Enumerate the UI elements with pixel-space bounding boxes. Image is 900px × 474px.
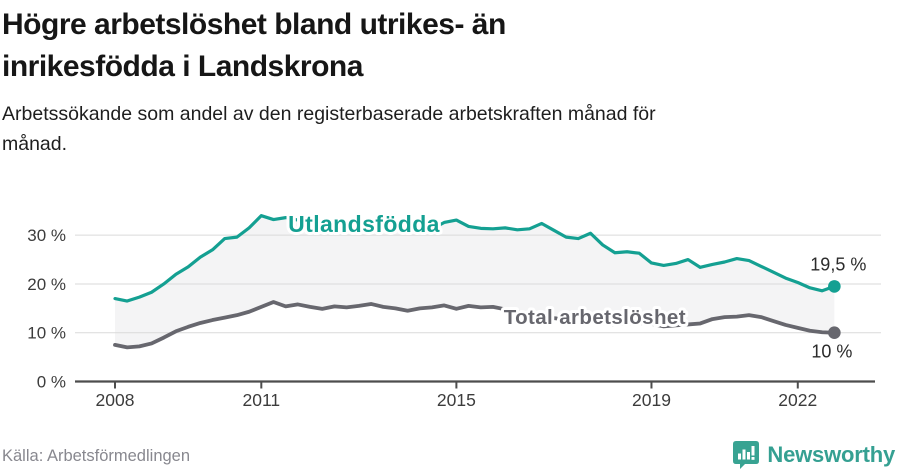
end-value-label-total-arbetsloshet: 10 % <box>811 342 852 362</box>
page-subtitle: Arbetssökande som andel av den registerb… <box>2 99 656 159</box>
page-title: Högre arbetslöshet bland utrikes- än inr… <box>2 4 506 88</box>
page-title-line2: inrikesfödda i Landskrona <box>2 50 363 83</box>
series-label-total-arbetsloshet: Total arbetslöshet <box>504 306 686 329</box>
y-tick-label-0: 0 % <box>37 373 66 392</box>
series-label-utlandsfodda: Utlandsfödda <box>288 211 440 237</box>
end-value-label-utlandsfodda: 19,5 % <box>810 254 866 274</box>
newsworthy-logo-text: Newsworthy <box>767 442 895 467</box>
source-note: Källa: Arbetsförmedlingen <box>2 447 191 465</box>
x-tick-label-2008: 2008 <box>96 390 135 410</box>
newsworthy-logo-icon <box>733 441 760 469</box>
page-title-line1: Högre arbetslöshet bland utrikes- än <box>2 8 506 41</box>
page-subtitle-line1: Arbetssökande som andel av den registerb… <box>2 103 656 125</box>
y-tick-label-20: 20 % <box>27 275 66 294</box>
x-tick-label-2019: 2019 <box>632 390 671 410</box>
end-dot-total-arbetsloshet <box>828 326 841 340</box>
x-tick-label-2022: 2022 <box>778 390 817 410</box>
x-tick-label-2011: 2011 <box>242 390 280 410</box>
between-series-band <box>115 215 835 348</box>
y-tick-label-30: 30 % <box>27 226 66 245</box>
newsworthy-logo: Newsworthy <box>732 440 895 470</box>
series-line-total-arbetsloshet <box>113 300 837 350</box>
y-tick-label-10: 10 % <box>27 324 66 343</box>
page-subtitle-line2: månad. <box>2 133 68 155</box>
x-tick-label-2015: 2015 <box>437 390 476 410</box>
end-dot-utlandsfodda <box>828 280 841 293</box>
series-line-utlandsfodda <box>113 214 836 303</box>
